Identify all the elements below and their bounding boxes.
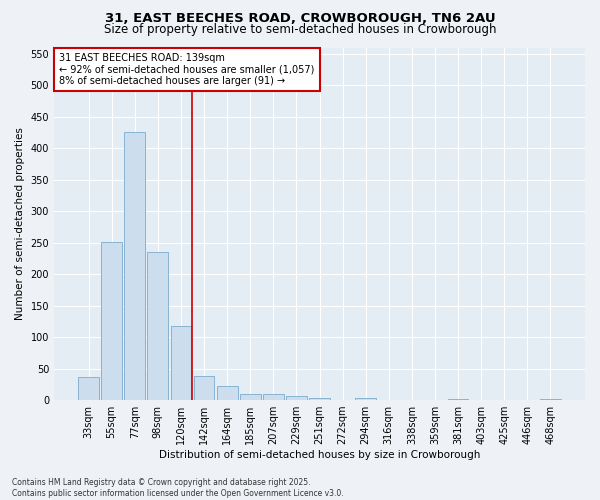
Bar (540, 399, 561, 400)
Bar (124, 132, 145, 400)
Bar (448, 399, 469, 400)
Bar (286, 396, 307, 400)
Bar (309, 398, 330, 400)
Y-axis label: Number of semi-detached properties: Number of semi-detached properties (15, 128, 25, 320)
Bar (263, 394, 284, 400)
Bar (194, 376, 214, 400)
X-axis label: Distribution of semi-detached houses by size in Crowborough: Distribution of semi-detached houses by … (159, 450, 480, 460)
Text: Contains HM Land Registry data © Crown copyright and database right 2025.
Contai: Contains HM Land Registry data © Crown c… (12, 478, 344, 498)
Bar (355, 398, 376, 400)
Text: Size of property relative to semi-detached houses in Crowborough: Size of property relative to semi-detach… (104, 22, 496, 36)
Bar (170, 326, 191, 400)
Bar (78, 377, 99, 400)
Bar (148, 252, 168, 400)
Bar (101, 242, 122, 400)
Text: 31 EAST BEECHES ROAD: 139sqm
← 92% of semi-detached houses are smaller (1,057)
8: 31 EAST BEECHES ROAD: 139sqm ← 92% of se… (59, 53, 315, 86)
Bar (217, 386, 238, 400)
Bar (240, 394, 260, 400)
Text: 31, EAST BEECHES ROAD, CROWBOROUGH, TN6 2AU: 31, EAST BEECHES ROAD, CROWBOROUGH, TN6 … (104, 12, 496, 26)
